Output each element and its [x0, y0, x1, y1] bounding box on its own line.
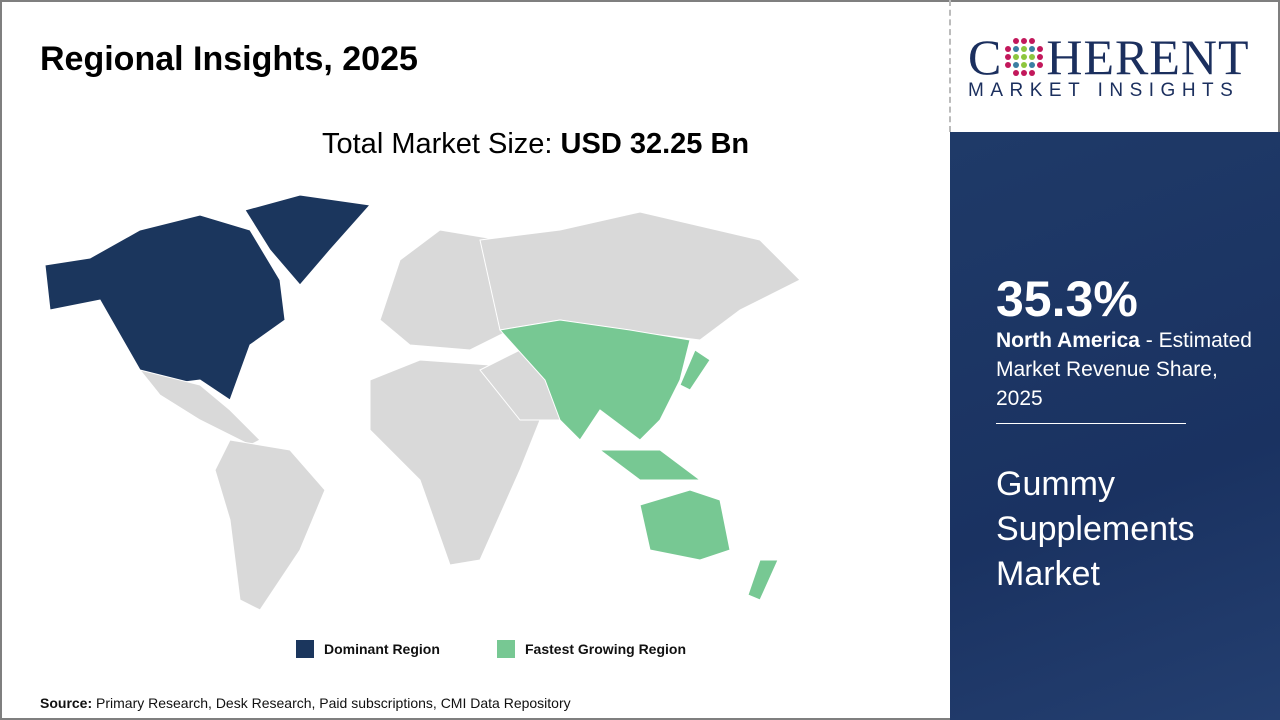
region-africa: [369, 359, 541, 566]
total-label: Total Market Size:: [322, 128, 553, 160]
region-north-america: [44, 214, 286, 401]
logo-dot: [1029, 38, 1036, 44]
logo-dot: [1021, 46, 1028, 52]
logo-dot: [1021, 62, 1028, 68]
region-central-america: [138, 369, 261, 446]
logo-dot: [1037, 46, 1044, 52]
region-new-zealand: [747, 559, 779, 601]
region-australia: [639, 489, 731, 561]
logo-dot: [1021, 54, 1028, 60]
logo-dot: [1005, 46, 1012, 52]
panel-divider: [996, 423, 1186, 424]
logo-dot: [1005, 54, 1012, 60]
legend-swatch-fastest: [497, 640, 515, 658]
region-russia: [479, 211, 801, 341]
region-asia: [499, 319, 691, 441]
world-map: [44, 194, 801, 611]
logo-dot: [1021, 38, 1028, 44]
logo-dot: [1013, 46, 1020, 52]
logo-dot: [1029, 54, 1036, 60]
market-name: Gummy Supplements Market: [996, 465, 1195, 593]
source-text: Primary Research, Desk Research, Paid su…: [96, 695, 571, 711]
legend-label: Fastest Growing Region: [525, 641, 687, 657]
logo-dot: [1013, 62, 1020, 68]
region-greenland: [244, 194, 371, 286]
region-southeast-asia: [598, 449, 702, 481]
logo-dot: [1029, 62, 1036, 68]
total-value: USD 32.25 Bn: [560, 128, 750, 160]
page-title: Regional Insights, 2025: [40, 40, 418, 78]
region-japan: [679, 349, 711, 391]
total-market-size: Total Market Size: USD 32.25 Bn: [322, 128, 749, 161]
source-label: Source:: [40, 695, 93, 711]
info-panel: 35.3% North America - Estimated Market R…: [950, 132, 1280, 720]
legend-fastest: Fastest Growing Region: [497, 640, 686, 658]
region-name: North America: [996, 329, 1140, 352]
logo-wordmark: C HERENT: [968, 29, 1250, 85]
logo-dot: [1029, 46, 1036, 52]
logo-dot: [1013, 38, 1020, 44]
divider: [949, 0, 951, 132]
logo-dot: [1013, 54, 1020, 60]
logo-dot: [1037, 62, 1044, 68]
share-description: North America - Estimated Market Revenue…: [996, 326, 1266, 413]
region-south-america: [214, 439, 326, 611]
logo-dot: [1013, 70, 1020, 76]
logo-dot: [1029, 70, 1036, 76]
legend-dominant: Dominant Region: [296, 640, 440, 658]
globe-icon: [1005, 38, 1044, 76]
logo-dot: [1005, 62, 1012, 68]
logo-dot: [1037, 54, 1044, 60]
logo-dot: [1021, 70, 1028, 76]
legend-label: Dominant Region: [324, 641, 440, 657]
logo-tagline: MARKET INSIGHTS: [968, 80, 1240, 101]
share-desc-text: - Estimated Market Revenue Share, 2025: [996, 329, 1252, 410]
share-value: 35.3%: [996, 271, 1138, 327]
company-logo: C HERENT MARKET INSIGHTS: [968, 28, 1250, 102]
legend-swatch-dominant: [296, 640, 314, 658]
source-note: Source: Primary Research, Desk Research,…: [40, 695, 571, 711]
